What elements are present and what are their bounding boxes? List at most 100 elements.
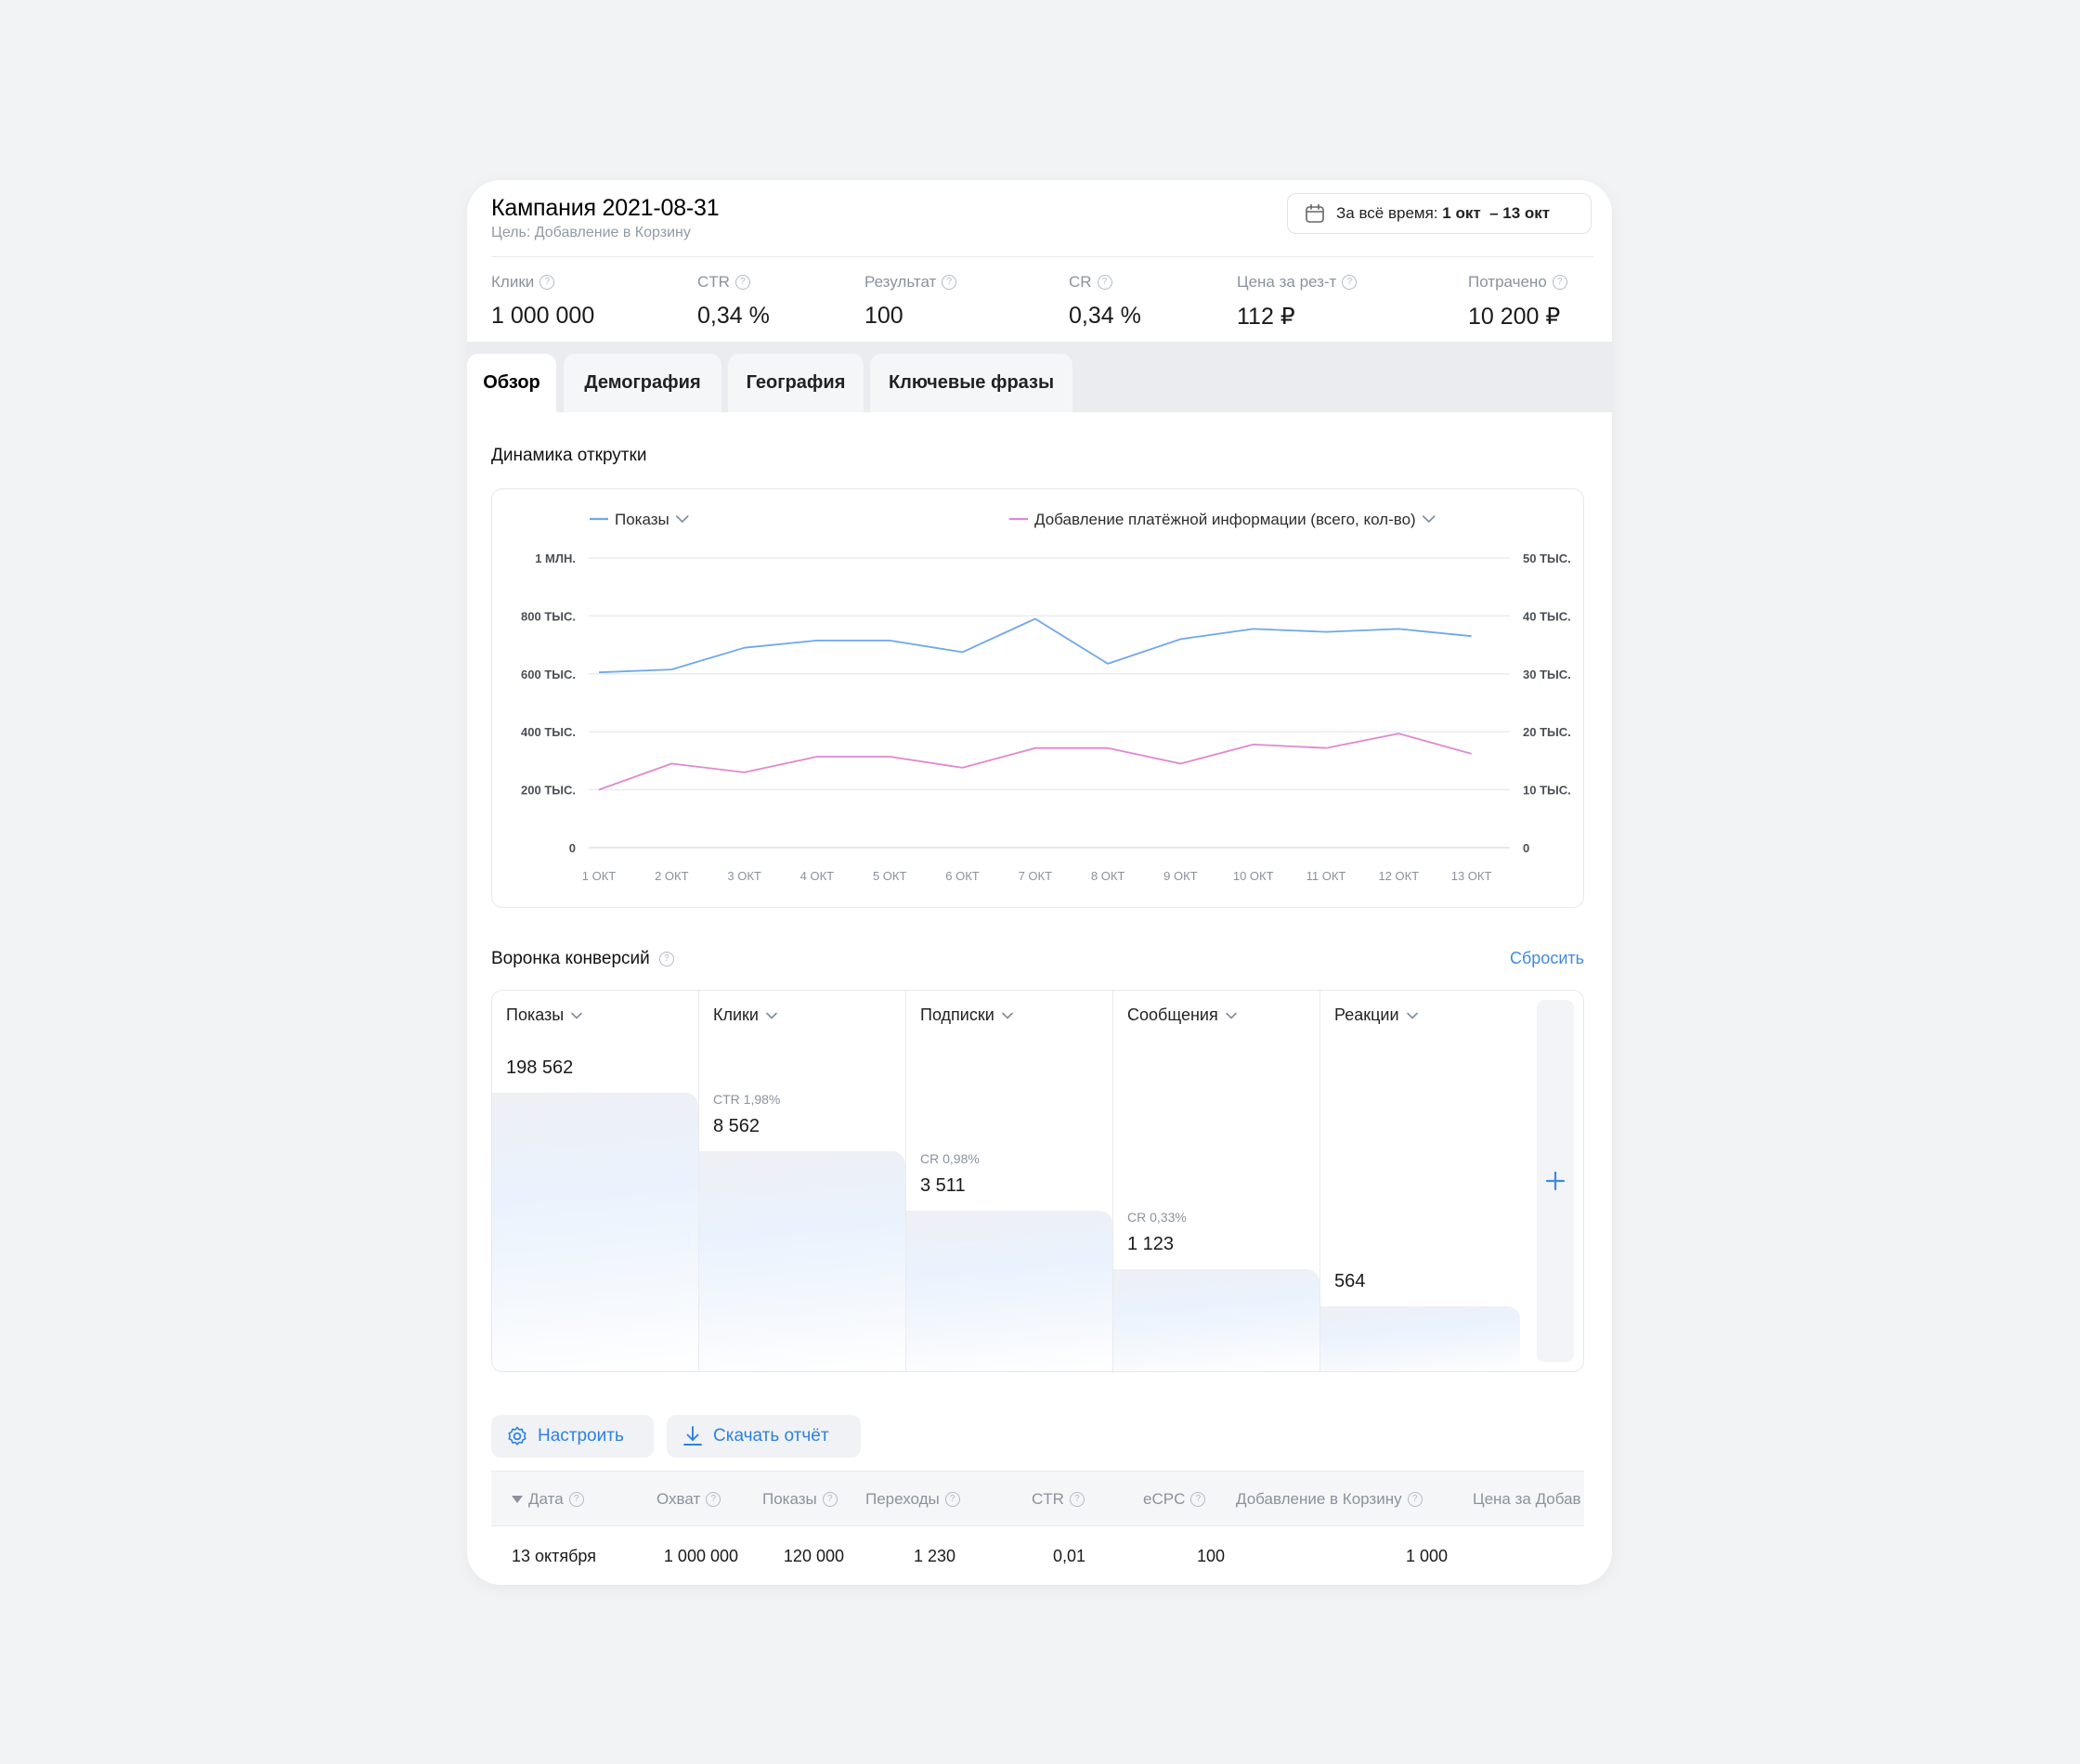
help-icon[interactable]: ? <box>1097 275 1112 290</box>
column-header-price-per-add[interactable]: Цена за Добав <box>1473 1490 1584 1509</box>
dynamics-chart: 0 0 200 ТЫС. 10 ТЫС. 400 ТЫС. 20 ТЫС. 600 ТЫС.… <box>491 488 1584 908</box>
configure-button[interactable]: Настроить <box>491 1415 654 1458</box>
x-tick-label: 7 ОКТ <box>1019 869 1053 883</box>
cell-date: 13 октября <box>512 1547 596 1565</box>
column-header-label: CTR <box>1032 1490 1064 1508</box>
metric-label: Цена за рез-т <box>1237 273 1337 291</box>
dynamics-chart-svg: 0 0 200 ТЫС. 10 ТЫС. 400 ТЫС. 20 ТЫС. 600 ТЫС.… <box>521 511 1571 883</box>
help-icon[interactable]: ? <box>568 1492 584 1507</box>
y-left-tick-label: 0 <box>569 841 576 855</box>
x-tick-label: 5 ОКТ <box>873 869 907 883</box>
metric-value: 10 200 ₽ <box>1468 304 1561 330</box>
x-tick-label: 2 ОКТ <box>655 869 689 883</box>
x-tick-label: 6 ОКТ <box>945 869 980 883</box>
header-divider <box>491 256 1593 257</box>
column-header-add-to-cart[interactable]: Добавление в Корзину? <box>1236 1490 1423 1509</box>
help-icon[interactable]: ? <box>822 1492 838 1507</box>
download-label: Скачать отчёт <box>713 1426 829 1446</box>
funnel-reset-link[interactable]: Сбросить <box>1509 949 1584 967</box>
column-header-ecpc[interactable]: eCPC? <box>1143 1490 1206 1509</box>
chevron-down-icon <box>766 1012 777 1018</box>
legend-label: Добавление платёжной информации (всего, … <box>1034 511 1416 528</box>
x-tick-label: 12 ОКТ <box>1378 869 1419 883</box>
campaign-card: Кампания 2021-08-31 Цель: Добавление в К… <box>467 180 1612 1585</box>
conversion-funnel: Реакции 564 Сообщения 1 123 CR 0,33% Подписки… <box>491 990 1584 1372</box>
metric-clicks: Клики? 1 000 000 <box>491 273 594 330</box>
y-left-tick-label: 1 МЛН. <box>535 551 576 565</box>
x-tick-label: 8 ОКТ <box>1091 869 1125 883</box>
x-tick-label: 1 ОКТ <box>582 869 617 883</box>
cell-reach: 1 000 000 <box>663 1547 738 1565</box>
funnel-step-selector[interactable]: Сообщения <box>1127 1005 1237 1025</box>
chevron-down-icon <box>1406 1012 1418 1018</box>
column-header-impressions[interactable]: Показы? <box>762 1490 838 1509</box>
date-range-value: 1 окт – 13 окт <box>1442 204 1551 222</box>
funnel-step-name: Показы <box>506 1005 565 1024</box>
column-header-reach[interactable]: Охват? <box>656 1490 722 1509</box>
help-icon[interactable]: ? <box>1069 1492 1085 1507</box>
tab-overview[interactable]: Обзор <box>467 354 556 412</box>
help-icon[interactable]: ? <box>944 1492 960 1507</box>
funnel-step-selector[interactable]: Показы <box>506 1005 583 1025</box>
column-header-date[interactable]: Дата? <box>512 1490 584 1509</box>
cell-transitions: 1 230 <box>913 1547 956 1565</box>
tab-keywords[interactable]: Ключевые фразы <box>870 354 1072 412</box>
funnel-step-bar <box>906 1211 1112 1371</box>
help-icon[interactable]: ? <box>540 275 555 290</box>
calendar-icon <box>1306 203 1324 223</box>
column-header-transitions[interactable]: Переходы? <box>865 1490 960 1509</box>
help-icon[interactable]: ? <box>706 1492 722 1507</box>
help-icon[interactable]: ? <box>658 952 674 966</box>
table-header: Дата? Охват? Показы? Переходы? CTR? eCPC… <box>491 1471 1584 1526</box>
x-tick-label: 10 ОКТ <box>1233 869 1274 883</box>
help-icon[interactable]: ? <box>1552 275 1567 290</box>
funnel-step-rate: CR 0,33% <box>1127 1210 1187 1225</box>
help-icon[interactable]: ? <box>1342 275 1358 290</box>
funnel-step-rate: CTR 1,98% <box>713 1092 781 1107</box>
series-line <box>598 733 1472 791</box>
x-tick-label: 9 ОКТ <box>1164 869 1198 883</box>
funnel-step-name: Клики <box>713 1005 759 1024</box>
chevron-down-icon <box>1422 515 1436 523</box>
y-left-tick-label: 800 ТЫС. <box>521 609 576 623</box>
funnel-step: Подписки 3 511 CR 0,98% <box>906 991 1113 1371</box>
metric-value: 112 ₽ <box>1237 304 1295 330</box>
funnel-step-bar <box>1113 1269 1320 1371</box>
funnel-step-name: Сообщения <box>1127 1005 1218 1024</box>
metric-label: Клики <box>491 273 535 291</box>
funnel-step-selector[interactable]: Реакции <box>1334 1005 1418 1025</box>
metric-value: 100 <box>864 303 904 329</box>
tabs-bar: Обзор Демография География Ключевые фраз… <box>467 342 1612 412</box>
column-header-label: Дата <box>528 1490 564 1508</box>
metric-value: 0,34 % <box>1069 303 1141 329</box>
download-report-button[interactable]: Скачать отчёт <box>667 1415 861 1458</box>
funnel-add-step-button[interactable] <box>1537 1000 1574 1362</box>
cell-add-to-cart: 1 000 <box>1405 1547 1448 1565</box>
help-icon[interactable]: ? <box>1407 1492 1423 1507</box>
funnel-step-selector[interactable]: Подписки <box>920 1005 1013 1025</box>
campaign-title: Кампания 2021-08-31 <box>491 195 720 221</box>
column-header-ctr[interactable]: CTR? <box>1032 1490 1085 1509</box>
funnel-step: Показы 198 562 <box>492 991 699 1371</box>
help-icon[interactable]: ? <box>734 275 750 290</box>
chevron-down-icon <box>1001 1012 1013 1018</box>
dynamics-title: Динамика открутки <box>491 446 647 465</box>
tab-demography[interactable]: Демография <box>564 354 722 412</box>
funnel-step-selector[interactable]: Клики <box>713 1005 777 1025</box>
x-tick-label: 4 ОКТ <box>800 869 835 883</box>
metric-label: CR <box>1069 273 1092 291</box>
tab-geography[interactable]: География <box>728 354 864 412</box>
y-right-tick-label: 0 <box>1523 841 1529 855</box>
y-left-tick-label: 200 ТЫС. <box>521 784 576 798</box>
column-header-label: Цена за Добав <box>1473 1490 1581 1508</box>
help-icon[interactable]: ? <box>942 275 957 290</box>
date-range-button[interactable]: За всё время: 1 окт – 13 окт <box>1287 193 1592 234</box>
y-right-tick-label: 40 ТЫС. <box>1523 609 1571 623</box>
help-icon[interactable]: ? <box>1190 1492 1206 1507</box>
funnel-step-value: 198 562 <box>506 1057 574 1078</box>
cell-ecpc: 100 <box>1196 1547 1225 1565</box>
y-right-tick-label: 10 ТЫС. <box>1523 784 1571 798</box>
x-tick-label: 3 ОКТ <box>727 869 761 883</box>
download-icon <box>683 1426 702 1446</box>
date-range-prefix: За всё время: <box>1336 204 1438 222</box>
